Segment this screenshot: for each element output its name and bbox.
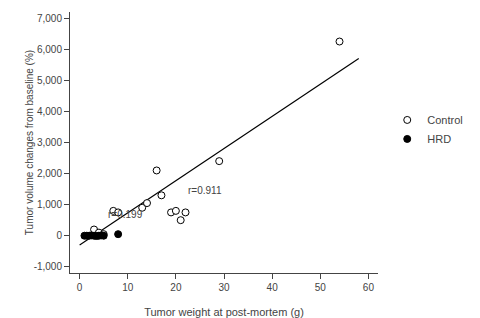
svg-text:Tumor weight at post-mortem (g: Tumor weight at post-mortem (g) (144, 306, 304, 318)
svg-text:7,000: 7,000 (37, 13, 62, 24)
svg-text:10: 10 (122, 282, 134, 293)
svg-text:Control: Control (427, 114, 462, 126)
svg-text:r=0.199: r=0.199 (108, 209, 143, 220)
svg-text:30: 30 (218, 282, 230, 293)
svg-text:5,000: 5,000 (37, 75, 62, 86)
svg-text:1,000: 1,000 (37, 199, 62, 210)
svg-text:r=0.911: r=0.911 (188, 185, 222, 196)
svg-text:0: 0 (77, 282, 83, 293)
svg-text:2,000: 2,000 (37, 168, 62, 179)
svg-text:0: 0 (56, 230, 62, 241)
svg-text:60: 60 (363, 282, 375, 293)
svg-text:HRD: HRD (427, 133, 451, 145)
svg-text:3,000: 3,000 (37, 137, 62, 148)
svg-text:-1,000: -1,000 (34, 261, 63, 272)
svg-text:6,000: 6,000 (37, 44, 62, 55)
svg-text:20: 20 (170, 282, 182, 293)
svg-text:40: 40 (267, 282, 279, 293)
svg-text:4,000: 4,000 (37, 106, 62, 117)
svg-text:Tumor volume changes from base: Tumor volume changes from baseline (%) (24, 50, 35, 235)
svg-text:50: 50 (315, 282, 327, 293)
